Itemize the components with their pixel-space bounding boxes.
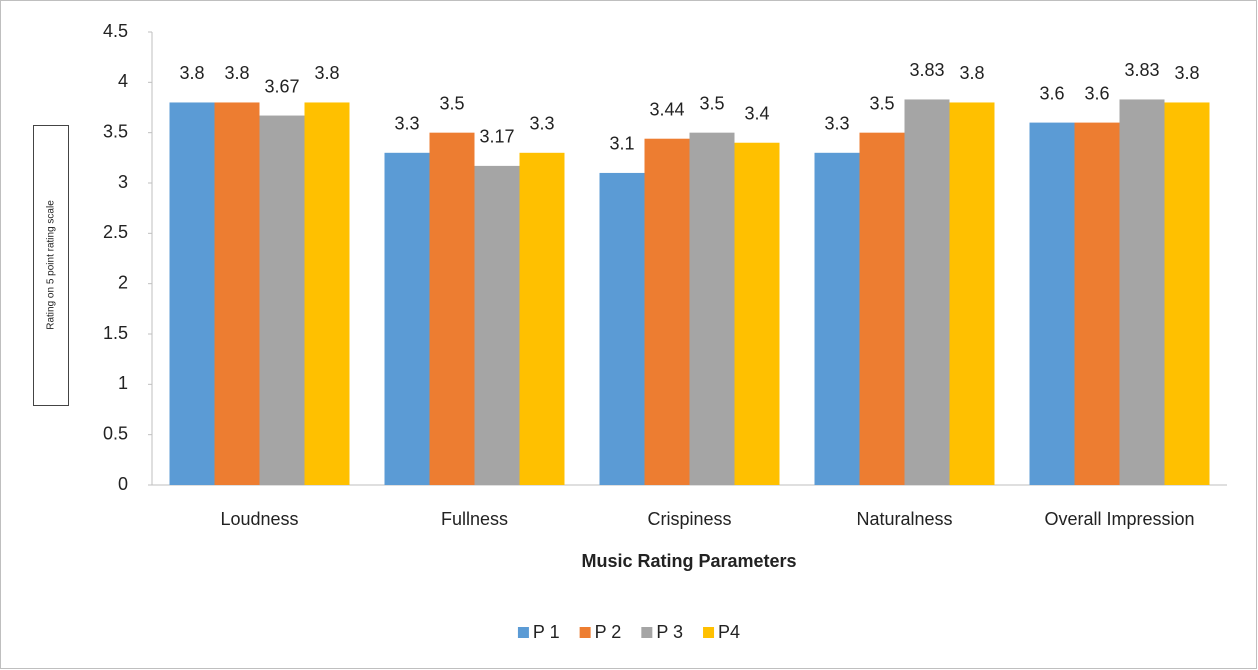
- data-label: 3.17: [479, 127, 514, 147]
- x-tick-label: Overall Impression: [1044, 509, 1194, 529]
- data-label: 3.6: [1084, 83, 1109, 103]
- bar: [304, 102, 350, 485]
- x-tick-label: Fullness: [441, 509, 508, 529]
- x-tick-label: Naturalness: [856, 509, 952, 529]
- legend-label: P4: [718, 622, 740, 642]
- y-tick-label: 4: [118, 71, 128, 91]
- y-tick-label: 1.5: [103, 323, 128, 343]
- legend-swatch: [517, 627, 529, 638]
- bar: [949, 102, 995, 485]
- bar: [519, 152, 565, 486]
- data-label: 3.8: [959, 63, 984, 83]
- data-label: 3.8: [179, 63, 204, 83]
- x-tick-label: Crispiness: [647, 509, 731, 529]
- bar: [859, 132, 905, 485]
- data-label: 3.1: [609, 134, 634, 154]
- bar: [814, 152, 860, 486]
- data-label: 3.83: [1124, 60, 1159, 80]
- legend-label: P 2: [595, 622, 622, 642]
- y-tick-label: 1: [118, 373, 128, 393]
- y-tick-label: 4.5: [103, 21, 128, 41]
- data-label: 3.8: [1174, 63, 1199, 83]
- y-tick-label: 0: [118, 474, 128, 494]
- bar: [1119, 99, 1165, 486]
- y-tick-label: 2: [118, 272, 128, 292]
- y-axis-label: Rating on 5 point rating scale: [46, 200, 57, 330]
- bar: [1164, 102, 1210, 485]
- bar: [169, 102, 215, 485]
- bar: [474, 165, 520, 486]
- data-label: 3.5: [439, 93, 464, 113]
- x-tick-label: Loudness: [220, 509, 298, 529]
- bar: [1029, 122, 1075, 485]
- legend-swatch: [703, 627, 715, 638]
- y-tick-label: 0.5: [103, 423, 128, 443]
- data-label: 3.3: [529, 114, 554, 134]
- bar: [384, 152, 430, 486]
- data-label: 3.5: [699, 93, 724, 113]
- data-label: 3.8: [314, 63, 339, 83]
- data-label: 3.3: [394, 114, 419, 134]
- data-label: 3.4: [744, 103, 769, 123]
- y-tick-label: 3: [118, 172, 128, 192]
- legend-swatch: [641, 627, 653, 638]
- bar: [1074, 122, 1120, 485]
- bar: [599, 172, 645, 485]
- y-label-box: [33, 125, 69, 406]
- data-label: 3.3: [824, 114, 849, 134]
- legend-label: P 1: [533, 622, 560, 642]
- data-label: 3.44: [649, 99, 684, 119]
- bar: [904, 99, 950, 486]
- bar: [214, 102, 260, 485]
- y-tick-label: 2.5: [103, 222, 128, 242]
- legend-swatch: [579, 627, 591, 638]
- bar: [259, 115, 305, 485]
- bar: [689, 132, 735, 485]
- legend-label: P 3: [656, 622, 683, 642]
- data-label: 3.67: [264, 76, 299, 96]
- bar: [429, 132, 475, 485]
- x-axis-label: Music Rating Parameters: [581, 551, 796, 571]
- bar: [734, 142, 780, 485]
- data-label: 3.5: [869, 93, 894, 113]
- y-tick-label: 3.5: [103, 121, 128, 141]
- data-label: 3.83: [909, 60, 944, 80]
- data-label: 3.6: [1039, 83, 1064, 103]
- bar: [644, 138, 690, 485]
- data-label: 3.8: [224, 63, 249, 83]
